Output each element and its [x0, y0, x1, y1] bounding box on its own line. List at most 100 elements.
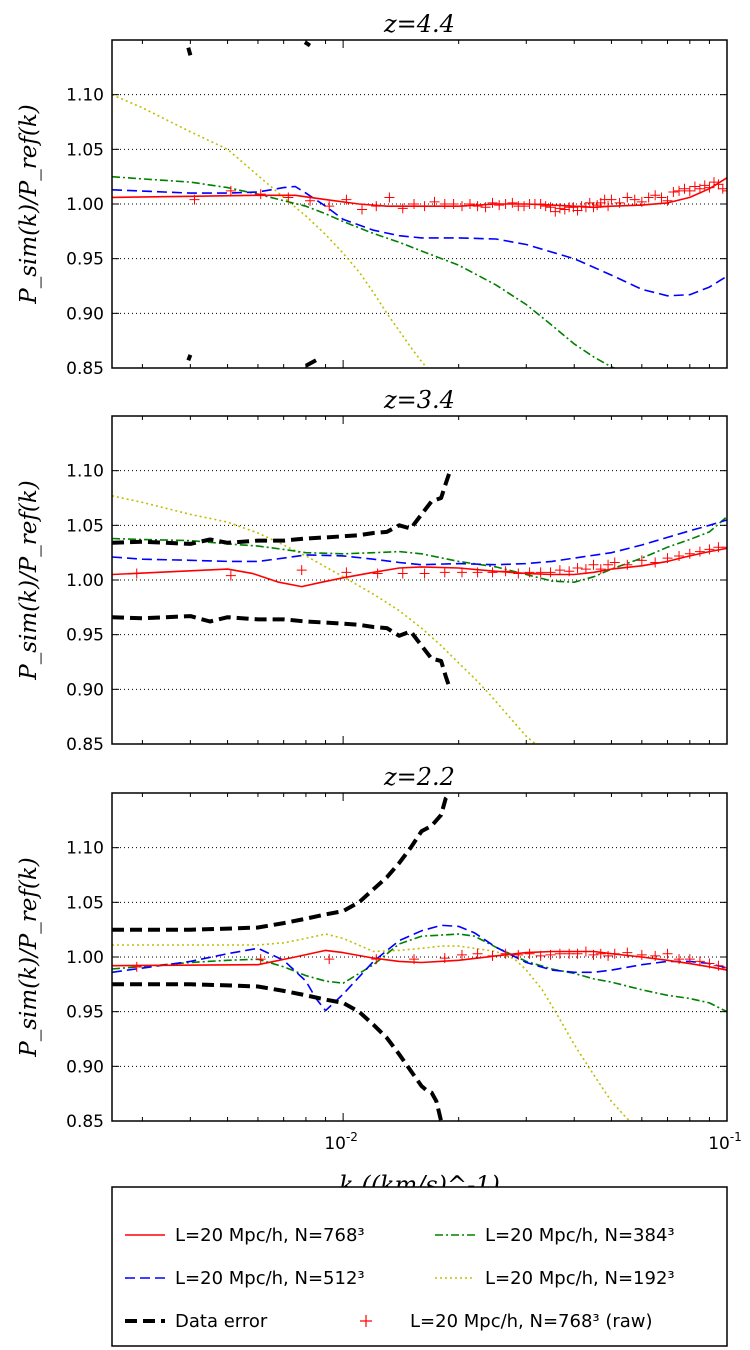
panel-1: 0.85 0.90 0.95 1.00 1.05 1.10 z=4.4 P_sim(k)/P_… — [16, 10, 728, 379]
series-line-error_lower — [186, 354, 193, 362]
legend-entry-n512: L=20 Mpc/h, N=512³ — [125, 1268, 365, 1289]
raw-point — [409, 199, 420, 209]
series-line-error_lower_b — [304, 358, 317, 368]
legend-entry-error: Data error — [125, 1311, 268, 1332]
raw-point — [439, 953, 450, 964]
raw-point — [487, 567, 498, 578]
panel-3: 0.85 0.90 0.95 1.00 1.05 1.10 z=2.2 P_sim(k)/P_… — [16, 763, 728, 1132]
raw-point — [704, 182, 715, 193]
panel-title: z=3.4 — [383, 386, 455, 414]
raw-point — [622, 559, 633, 570]
y-tick-label: 0.90 — [66, 304, 104, 324]
raw-point — [650, 950, 661, 961]
raw-point — [622, 947, 633, 958]
raw-point — [472, 567, 483, 578]
raw-point — [679, 183, 690, 194]
raw-point — [472, 201, 483, 212]
raw-point — [524, 948, 535, 959]
legend-label: L=20 Mpc/h, N=192³ — [485, 1268, 675, 1289]
raw-point — [588, 559, 599, 570]
raw-point — [674, 954, 685, 965]
raw-point — [694, 546, 705, 557]
raw-point — [576, 201, 587, 212]
raw-point — [371, 954, 382, 965]
legend-swatch — [360, 1315, 372, 1327]
panel-title: z=2.2 — [383, 763, 455, 791]
raw-point — [722, 542, 727, 553]
series-line-error_upper — [112, 470, 452, 546]
raw-point — [704, 958, 715, 969]
raw-point — [305, 195, 316, 206]
series-line-n768 — [112, 949, 727, 971]
series-line-n192 — [112, 933, 634, 1121]
series-group — [112, 470, 727, 744]
raw-point — [717, 183, 727, 194]
raw-point — [225, 185, 236, 196]
raw-point — [643, 192, 654, 203]
raw-point — [662, 948, 673, 959]
raw-point — [694, 956, 705, 967]
raw-point — [609, 557, 620, 568]
raw-point — [372, 568, 383, 579]
raw-point — [500, 566, 511, 577]
raw-point — [709, 177, 720, 188]
raw-point — [472, 948, 483, 959]
raw-point — [439, 567, 450, 578]
raw-point — [500, 948, 511, 959]
raw-point — [656, 192, 667, 203]
raw-point — [131, 568, 142, 579]
raw-point — [603, 559, 614, 570]
raw-point — [535, 950, 546, 961]
legend-label: L=20 Mpc/h, N=512³ — [175, 1268, 365, 1289]
raw-point — [535, 567, 546, 578]
raw-point — [507, 197, 518, 208]
raw-point — [588, 949, 599, 960]
raw-point — [572, 948, 583, 959]
raw-point — [614, 197, 625, 208]
raw-point — [519, 201, 530, 212]
raw-point — [606, 194, 617, 205]
y-tick-label: 1.10 — [66, 839, 104, 859]
raw-point — [572, 205, 583, 216]
series-line-n512 — [112, 185, 727, 297]
legend-entry-n768: L=20 Mpc/h, N=768³ — [125, 1225, 365, 1246]
legend: L=20 Mpc/h, N=768³ L=20 Mpc/h, N=384³ L=20… — [111, 1186, 728, 1347]
raw-point — [636, 196, 647, 207]
raw-point — [603, 201, 614, 212]
raw-point — [554, 203, 565, 214]
raw-point — [419, 201, 430, 212]
raw-point — [564, 948, 575, 959]
raw-point — [225, 570, 236, 581]
raw-point — [131, 961, 142, 972]
raw-point — [674, 185, 685, 196]
y-tick-label: 1.10 — [66, 462, 104, 482]
raw-point — [674, 550, 685, 561]
raw-point — [713, 960, 724, 971]
raw-point — [341, 567, 352, 578]
series-line-n768 — [112, 177, 727, 209]
raw-point — [572, 562, 583, 573]
series-line-n384 — [112, 515, 727, 584]
raw-point — [487, 950, 498, 961]
raw-point — [419, 568, 430, 579]
raw-point — [684, 548, 695, 559]
y-tick-label: 1.00 — [66, 195, 104, 215]
raw-point — [722, 962, 727, 973]
legend-label: L=20 Mpc/h, N=384³ — [485, 1225, 675, 1246]
y-tick-label: 0.95 — [66, 250, 104, 270]
raw-point — [513, 949, 524, 960]
raw-point — [540, 201, 551, 212]
raw-point — [189, 194, 200, 205]
raw-point — [722, 185, 727, 196]
series-line-error_upper — [186, 47, 193, 56]
raw-point — [662, 553, 673, 564]
y-tick-label: 0.95 — [66, 626, 104, 646]
y-tick-label: 0.85 — [66, 1112, 104, 1132]
raw-point — [397, 203, 408, 214]
raw-point — [554, 948, 565, 959]
legend-entry-n384: L=20 Mpc/h, N=384³ — [435, 1225, 675, 1246]
y-axis-label: P_sim(k)/P_ref(k) — [16, 480, 42, 681]
panel-2: 0.85 0.90 0.95 1.00 1.05 1.10 z=3.4 P_sim(k)/P_… — [16, 386, 728, 755]
legend-label: L=20 Mpc/h, N=768³ (raw) — [410, 1311, 653, 1332]
